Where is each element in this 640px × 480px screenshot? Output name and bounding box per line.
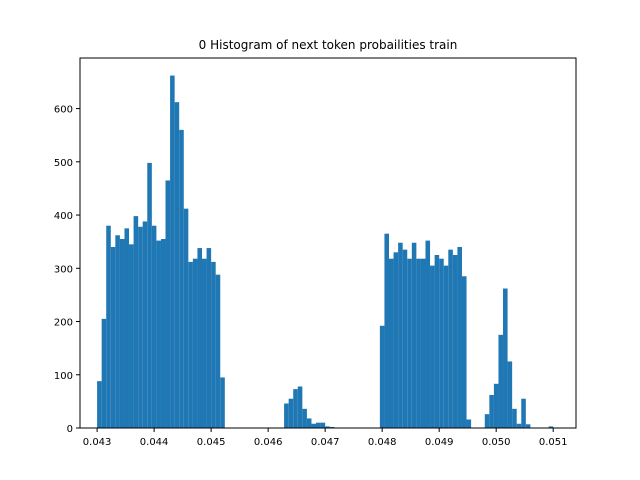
histogram-bar: [165, 180, 171, 428]
histogram-bar: [393, 252, 399, 428]
x-tick-label: 0.046: [254, 437, 283, 448]
histogram-bar: [206, 248, 212, 428]
histogram-bar: [448, 249, 453, 428]
histogram-bar: [461, 276, 467, 428]
histogram-bar: [507, 361, 513, 428]
histogram-bar: [516, 423, 522, 428]
histogram-bar: [384, 233, 390, 428]
histogram-bar: [284, 403, 289, 428]
histogram-bar: [329, 426, 335, 428]
histogram-bar: [389, 258, 394, 428]
histogram-bar: [147, 162, 152, 429]
histogram-bar: [197, 248, 203, 428]
histogram-bar: [220, 377, 225, 428]
x-tick-label: 0.043: [83, 437, 112, 448]
histogram-bar: [142, 221, 148, 428]
histogram-bar: [202, 258, 207, 428]
x-tick-label: 0.051: [539, 437, 568, 448]
histogram-bar: [156, 240, 161, 428]
histogram-bar: [379, 325, 385, 428]
x-tick-label: 0.049: [425, 437, 454, 448]
y-tick-label: 100: [54, 371, 73, 382]
histogram-bar: [452, 254, 458, 428]
histogram-bar: [124, 228, 130, 428]
histogram-bar: [425, 240, 431, 428]
histogram-bar: [115, 235, 120, 428]
chart-title: 0 Histogram of next token probailities t…: [199, 38, 458, 52]
histogram-bar: [489, 394, 494, 428]
x-tick-label: 0.044: [140, 437, 169, 448]
histogram-bar: [521, 398, 526, 428]
histogram-bar: [101, 318, 107, 428]
histogram-bar: [211, 261, 216, 428]
histogram-bar: [430, 265, 435, 428]
plot-frame: [79, 57, 577, 429]
histogram-bar: [443, 265, 449, 428]
y-axis-ticks: 0 100 200 300 400 500 600: [54, 105, 80, 435]
histogram-bar: [160, 239, 166, 428]
histogram-bar: [407, 258, 412, 428]
histogram-bar: [174, 102, 180, 429]
histogram-bar: [302, 408, 307, 428]
histogram-bar: [434, 254, 440, 428]
x-tick-label: 0.050: [482, 437, 511, 448]
histogram-bar: [498, 334, 504, 428]
histogram-bar: [316, 422, 321, 428]
y-tick-label: 500: [54, 158, 73, 169]
histogram-bar: [503, 288, 508, 428]
histogram-bar: [110, 246, 116, 428]
histogram-bar: [402, 249, 408, 428]
x-axis-ticks: 0.043 0.044 0.045 0.046 0.047 0.048 0.049 0.050…: [83, 428, 568, 448]
y-tick-label: 400: [54, 211, 73, 222]
histogram-bar: [493, 383, 499, 428]
histogram-bar: [97, 381, 102, 428]
histogram-bar: [457, 246, 462, 428]
histogram-bar: [320, 422, 326, 428]
y-tick-label: 600: [54, 105, 73, 116]
histogram-bar: [215, 274, 221, 428]
histogram-bar: [129, 244, 134, 428]
y-tick-label: 200: [54, 318, 73, 329]
histogram-bar: [138, 226, 143, 428]
histogram-bar: [306, 418, 312, 428]
histogram-bar: [119, 239, 125, 428]
histogram-bar: [525, 424, 531, 428]
histogram-bar: [416, 258, 421, 428]
histogram-bar: [183, 208, 189, 428]
histogram-bar: [398, 242, 403, 428]
histogram-bar: [503, 426, 508, 428]
histogram-bar: [293, 389, 298, 428]
x-tick-label: 0.045: [197, 437, 226, 448]
histogram-bar: [484, 414, 490, 428]
histogram-bar: [133, 216, 139, 428]
histogram-bar: [466, 419, 472, 428]
histogram-bar: [297, 386, 303, 428]
y-tick-label: 300: [54, 264, 73, 275]
x-tick-label: 0.047: [311, 437, 340, 448]
histogram-bar: [151, 225, 157, 428]
histogram-bar: [288, 398, 294, 428]
histogram-bar: [170, 75, 175, 428]
histogram-bar: [439, 258, 444, 428]
histogram-bar: [548, 426, 554, 428]
histogram-bars: [97, 75, 554, 429]
histogram-bar: [106, 225, 111, 428]
histogram-bar: [420, 258, 426, 428]
y-tick-label: 0: [67, 424, 73, 435]
histogram-bar: [311, 423, 317, 428]
histogram-bar: [179, 129, 184, 429]
x-tick-label: 0.048: [368, 437, 397, 448]
histogram-bar: [512, 408, 517, 428]
histogram-bar: [192, 258, 198, 428]
histogram-bar: [411, 242, 417, 428]
histogram-bar: [188, 261, 193, 428]
histogram-bar: [325, 426, 330, 428]
